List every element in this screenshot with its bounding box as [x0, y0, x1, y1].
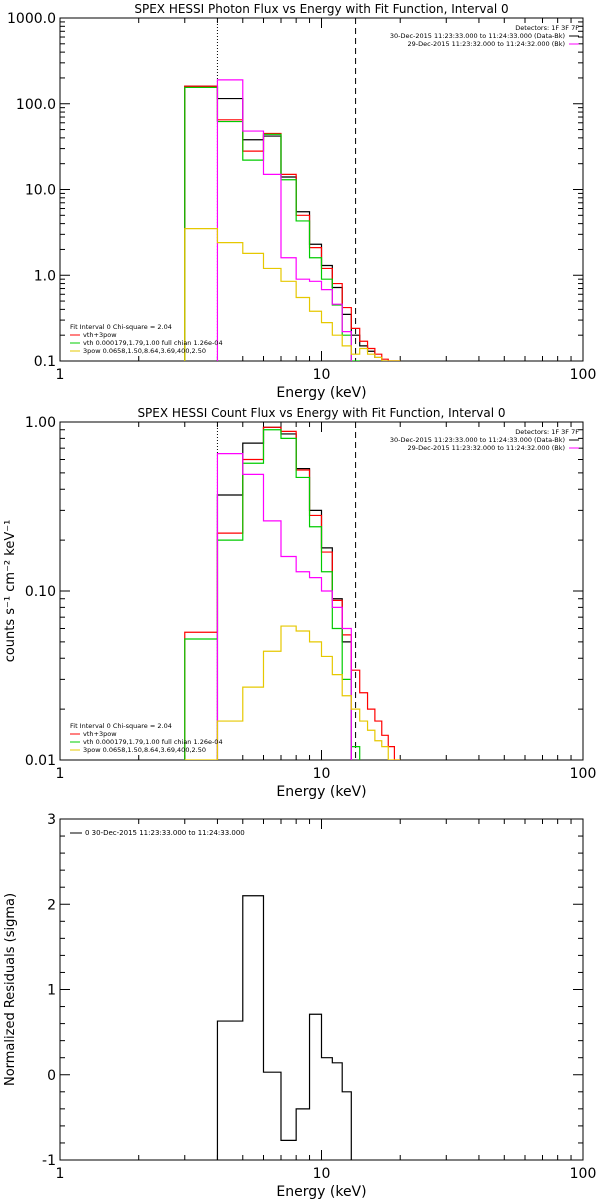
y-tick-label: 0.01	[25, 753, 56, 769]
series-0-histogram	[216, 895, 352, 1160]
legend-entry: Fit Interval 0 Chi-square = 2.04	[70, 722, 172, 730]
y-tick-label: 3	[47, 812, 56, 828]
legend-entry: vth+3pow	[83, 730, 117, 738]
y-tick-label: 1	[47, 983, 56, 999]
plot-frame	[59, 17, 584, 362]
series-4-histogram	[184, 227, 401, 361]
chart-panel-0: SPEX HESSI Photon Flux vs Energy with Fi…	[7, 2, 596, 401]
series-0-histogram	[216, 426, 352, 760]
y-tick-label: 100.0	[16, 97, 56, 113]
chart-panel-2: 1 10 100 -1 0 1 2 3 Energy (keV) Normalized Resid…	[3, 812, 596, 1200]
y-tick-label: -1	[42, 1153, 56, 1169]
legend-entry: 0 30-Dec-2015 11:23:33.000 to 11:24:33.0…	[85, 829, 245, 837]
legend-entry: 29-Dec-2015 11:23:32.000 to 11:24:32.000…	[408, 40, 566, 48]
series-3-histogram	[216, 79, 352, 361]
x-tick-label: 10	[313, 367, 331, 383]
x-tick-label: 100	[570, 367, 597, 383]
y-axis-label: counts s⁻¹ cm⁻² keV⁻¹	[3, 520, 18, 663]
y-tick-label: 1.0	[34, 268, 56, 284]
legend-entry: 30-Dec-2015 11:23:33.000 to 11:24:33.000…	[390, 436, 565, 444]
series-2-histogram	[184, 86, 360, 361]
x-axis-label: Energy (keV)	[276, 784, 366, 800]
legend-entry: vth+3pow	[83, 331, 117, 339]
legend-entry: 3pow 0.0658,1.50,8.64,3.69,400,2.50	[83, 746, 206, 754]
y-axis-label: Normalized Residuals (sigma)	[3, 893, 18, 1086]
legend-entry: Detectors: 1F 3F 7F	[515, 24, 579, 32]
y-tick-label: 10.0	[25, 183, 56, 199]
series-1-histogram	[184, 85, 401, 361]
x-tick-label: 1	[56, 766, 65, 782]
legend-entry: Detectors: 1F 3F 7F	[515, 428, 579, 436]
legend-entry: 3pow 0.0658,1.50,8.64,3.69,400,2.50	[83, 347, 206, 355]
y-tick-label: 1.00	[25, 415, 56, 431]
chart-panel-1: SPEX HESSI Count Flux vs Energy with Fit…	[3, 406, 596, 800]
legend-entry: vth 0.000179,1.79,1.00 full chian 1.26e-…	[83, 339, 223, 347]
legend-entry: vth 0.000179,1.79,1.00 full chian 1.26e-…	[83, 738, 223, 746]
x-tick-label: 100	[570, 766, 597, 782]
y-tick-label: 0	[47, 1068, 56, 1084]
legend-entry: Fit Interval 0 Chi-square = 2.04	[70, 323, 172, 331]
x-tick-label: 10	[313, 1166, 331, 1182]
x-tick-label: 1	[56, 367, 65, 383]
x-axis-label: Energy (keV)	[276, 385, 366, 401]
series-2-histogram	[184, 429, 361, 760]
y-tick-label: 2	[47, 897, 56, 913]
legend-entry: 29-Dec-2015 11:23:32.000 to 11:24:32.000…	[408, 444, 566, 452]
y-tick-label: 0.10	[25, 584, 56, 600]
chart-title: SPEX HESSI Photon Flux vs Energy with Fi…	[134, 2, 508, 16]
legend-entry: 30-Dec-2015 11:23:33.000 to 11:24:33.000…	[390, 32, 565, 40]
x-tick-label: 100	[570, 1166, 597, 1182]
x-tick-label: 10	[313, 766, 331, 782]
y-tick-label: 0.1	[34, 354, 56, 370]
plot-frame	[59, 818, 584, 1161]
x-axis-label: Energy (keV)	[276, 1184, 366, 1200]
series-3-histogram	[216, 453, 352, 760]
series-4-histogram	[184, 625, 401, 760]
y-tick-label: 1000.0	[7, 11, 56, 27]
x-tick-label: 1	[56, 1166, 65, 1182]
chart-title: SPEX HESSI Count Flux vs Energy with Fit…	[137, 406, 505, 420]
